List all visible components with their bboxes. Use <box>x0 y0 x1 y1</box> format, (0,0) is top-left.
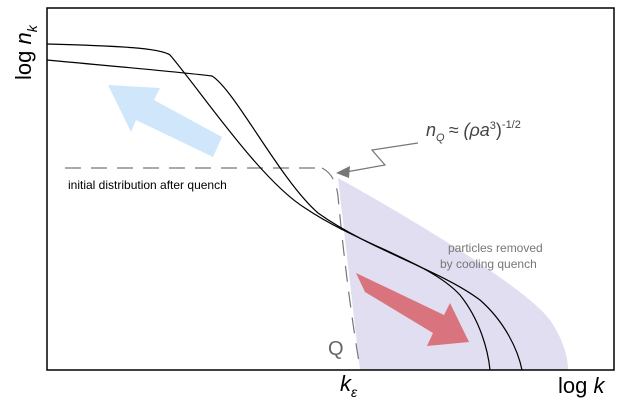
initial-distribution-label: initial distribution after quench <box>68 178 227 192</box>
formula-sup3: 3 <box>490 120 496 132</box>
formula-main: ≈ (ρa <box>449 120 490 140</box>
k-epsilon-var: k <box>340 371 352 396</box>
formula-sub: Q <box>436 132 445 144</box>
removed-particles-label-line2: by cooling quench <box>440 257 537 271</box>
y-axis-label-log: log <box>11 51 36 80</box>
x-axis-label: log k <box>558 373 605 398</box>
x-axis-label-log: log <box>558 373 587 398</box>
red-arrow-shape <box>356 273 469 346</box>
formula-close: ) <box>496 120 502 140</box>
k-epsilon-sub: ε <box>351 384 358 400</box>
removed-particles-region <box>338 178 568 370</box>
blue-arrow-shape <box>108 85 222 157</box>
formula-label: nQ ≈ (ρa3)-1/2 <box>426 119 521 144</box>
y-axis-label: log nk <box>11 24 40 80</box>
y-axis-label-sub: k <box>24 24 40 32</box>
pointer-arrow-head <box>336 166 350 178</box>
plot-frame <box>46 7 615 371</box>
formula-n: n <box>426 120 436 140</box>
quench-cutoff-curve <box>321 167 361 369</box>
distribution-curve-1 <box>46 43 491 371</box>
k-epsilon-label: kε <box>340 371 358 400</box>
svg-text:log nk: log nk <box>11 24 40 80</box>
removed-particles-label-line1: particles removed <box>448 241 543 255</box>
pointer-arrow-line <box>345 142 419 173</box>
x-axis-label-var: k <box>593 373 605 398</box>
distribution-curve-2 <box>46 59 523 371</box>
formula-exp: -1/2 <box>502 119 521 131</box>
y-axis-label-var: n <box>11 32 36 44</box>
q-label: Q <box>328 338 344 360</box>
